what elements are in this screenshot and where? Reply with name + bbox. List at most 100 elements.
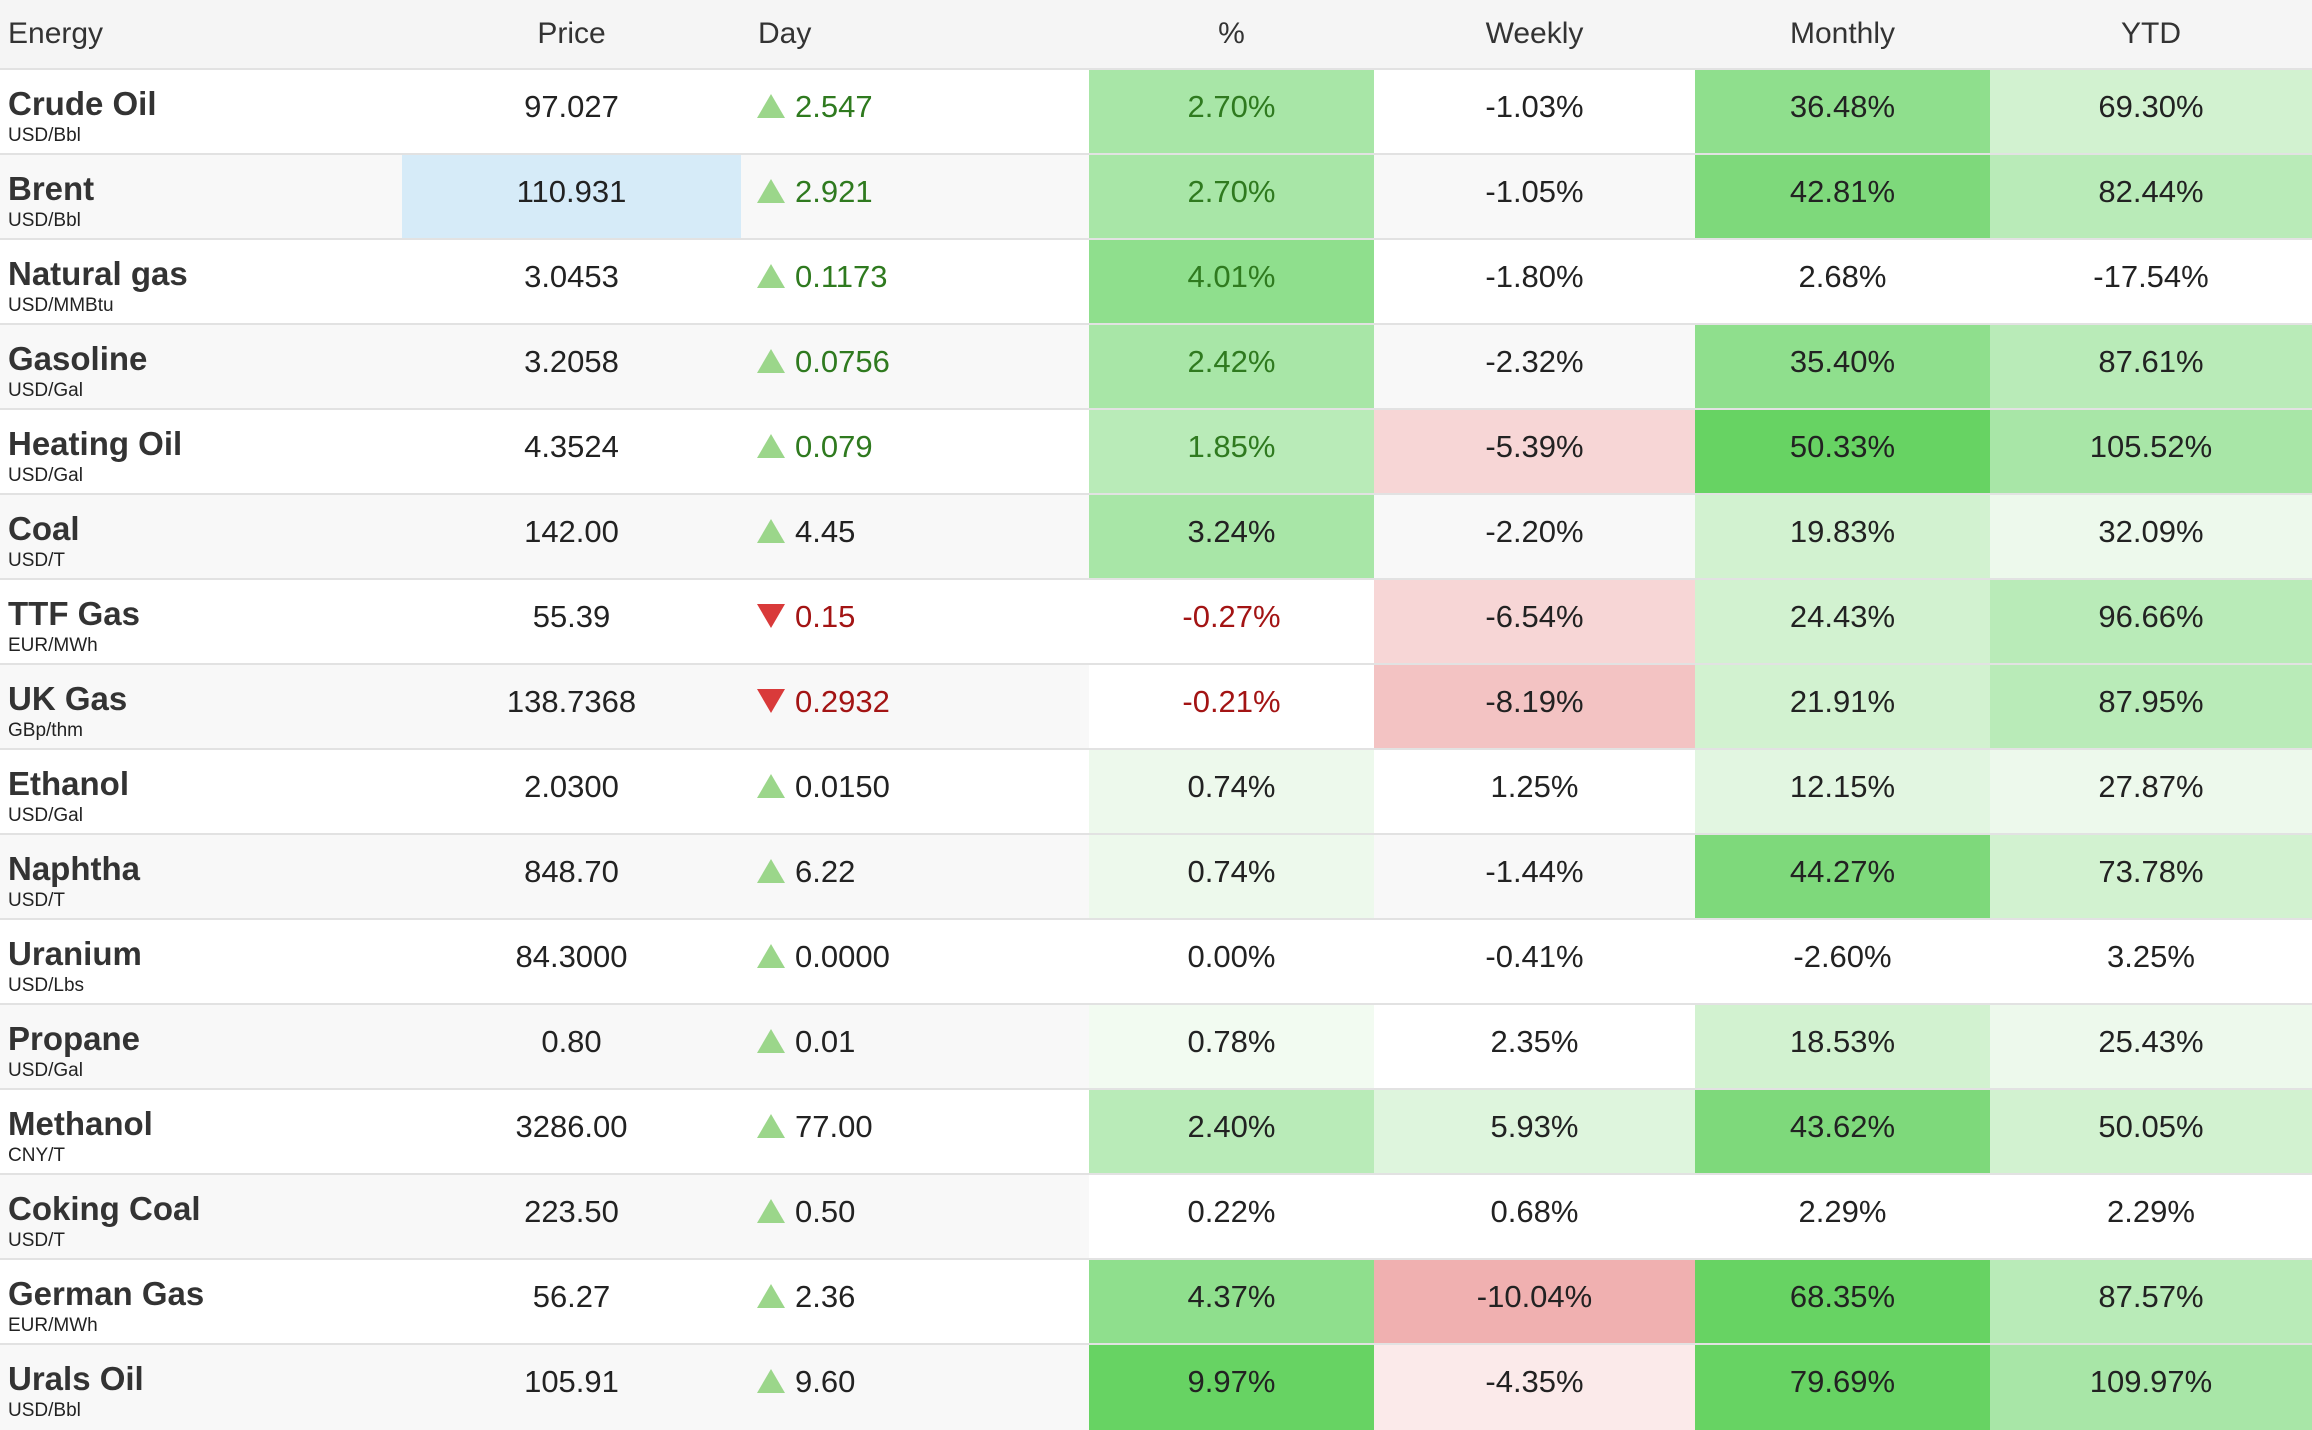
header-energy[interactable]: Energy bbox=[8, 17, 104, 50]
percent-change-cell: 3.24% bbox=[1089, 495, 1374, 578]
commodity-name-cell[interactable]: Heating Oil USD/Gal bbox=[0, 410, 402, 493]
ytd-change-cell: 82.44% bbox=[1990, 155, 2312, 238]
header-percent[interactable]: % bbox=[1218, 17, 1245, 50]
price-value: 3286.00 bbox=[515, 1109, 628, 1144]
commodity-name[interactable]: Uranium bbox=[8, 935, 142, 972]
commodity-name-cell[interactable]: Propane USD/Gal bbox=[0, 1005, 402, 1088]
commodity-name[interactable]: Methanol bbox=[8, 1105, 153, 1142]
commodity-name-cell[interactable]: Methanol CNY/T bbox=[0, 1090, 402, 1173]
commodity-name[interactable]: Propane bbox=[8, 1020, 141, 1057]
weekly-change-cell: -2.20% bbox=[1374, 495, 1695, 578]
price-cell: 84.3000 bbox=[402, 920, 741, 1003]
weekly-change-value: -8.19% bbox=[1485, 684, 1584, 719]
commodity-name[interactable]: Coal bbox=[8, 510, 80, 547]
table-row[interactable]: TTF Gas EUR/MWh 55.39 0.15 -0.27% -6.54% 24.43… bbox=[0, 580, 2312, 665]
weekly-change-value: 1.25% bbox=[1490, 769, 1579, 804]
ytd-change-value: 73.78% bbox=[2098, 854, 2204, 889]
weekly-change-value: -0.41% bbox=[1485, 939, 1584, 974]
price-value: 110.931 bbox=[516, 174, 627, 209]
ytd-change-value: 69.30% bbox=[2098, 89, 2204, 124]
table-row[interactable]: Natural gas USD/MMBtu 3.0453 0.1173 4.01% -1.… bbox=[0, 240, 2312, 325]
table-row[interactable]: Ethanol USD/Gal 2.0300 0.0150 0.74% 1.25% 12.1… bbox=[0, 750, 2312, 835]
price-value: 138.7368 bbox=[506, 684, 637, 719]
monthly-change-value: 79.69% bbox=[1789, 1364, 1896, 1399]
table-row[interactable]: Brent USD/Bbl 110.931 2.921 2.70% -1.05% 42.81… bbox=[0, 155, 2312, 240]
weekly-change-value: 2.35% bbox=[1490, 1024, 1579, 1059]
ytd-change-value: 82.44% bbox=[2098, 174, 2204, 209]
commodity-name[interactable]: Natural gas bbox=[8, 255, 188, 292]
table-row[interactable]: UK Gas GBp/thm 138.7368 0.2932 -0.21% -8.19% 2… bbox=[0, 665, 2312, 750]
commodity-unit: USD/Gal bbox=[8, 380, 83, 401]
arrow-up-icon bbox=[757, 1284, 785, 1308]
commodity-name-cell[interactable]: Coal USD/T bbox=[0, 495, 402, 578]
commodity-name-cell[interactable]: Natural gas USD/MMBtu bbox=[0, 240, 402, 323]
monthly-change-value: 68.35% bbox=[1789, 1279, 1896, 1314]
table-row[interactable]: Uranium USD/Lbs 84.3000 0.0000 0.00% -0.41% -2… bbox=[0, 920, 2312, 1005]
table-row[interactable]: Crude Oil USD/Bbl 97.027 2.547 2.70% -1.03% 36… bbox=[0, 70, 2312, 155]
monthly-change-cell: 19.83% bbox=[1695, 495, 1990, 578]
percent-change-value: 0.78% bbox=[1187, 1024, 1276, 1059]
weekly-change-cell: -0.41% bbox=[1374, 920, 1695, 1003]
commodity-name-cell[interactable]: Crude Oil USD/Bbl bbox=[0, 70, 402, 153]
weekly-change-cell: -1.44% bbox=[1374, 835, 1695, 918]
commodity-unit: USD/T bbox=[8, 890, 65, 911]
percent-change-value: 1.85% bbox=[1187, 429, 1276, 464]
header-price[interactable]: Price bbox=[537, 17, 606, 50]
table-row[interactable]: Naphtha USD/T 848.70 6.22 0.74% -1.44% 44.27% 7… bbox=[0, 835, 2312, 920]
commodity-name-cell[interactable]: TTF Gas EUR/MWh bbox=[0, 580, 402, 663]
arrow-up-icon bbox=[757, 859, 785, 883]
ytd-change-value: 27.87% bbox=[2098, 769, 2204, 804]
weekly-change-value: -2.32% bbox=[1485, 344, 1584, 379]
ytd-change-value: 87.61% bbox=[2098, 344, 2204, 379]
header-monthly[interactable]: Monthly bbox=[1789, 17, 1896, 50]
commodity-name-cell[interactable]: Uranium USD/Lbs bbox=[0, 920, 402, 1003]
commodity-name[interactable]: Ethanol bbox=[8, 765, 129, 802]
commodity-name-cell[interactable]: Brent USD/Bbl bbox=[0, 155, 402, 238]
commodity-name[interactable]: Naphtha bbox=[8, 850, 140, 887]
percent-change-cell: 0.78% bbox=[1089, 1005, 1374, 1088]
arrow-up-icon bbox=[757, 1199, 785, 1223]
ytd-change-value: 105.52% bbox=[2089, 429, 2213, 464]
table-row[interactable]: Coking Coal USD/T 223.50 0.50 0.22% 0.68% 2.29… bbox=[0, 1175, 2312, 1260]
table-row[interactable]: Gasoline USD/Gal 3.2058 0.0756 2.42% -2.32% 35… bbox=[0, 325, 2312, 410]
table-row[interactable]: Methanol CNY/T 3286.00 77.00 2.40% 5.93% 43.62… bbox=[0, 1090, 2312, 1175]
commodity-name[interactable]: TTF Gas bbox=[8, 595, 141, 632]
commodity-name[interactable]: Urals Oil bbox=[8, 1360, 144, 1397]
monthly-change-value: 12.15% bbox=[1789, 769, 1896, 804]
commodity-name-cell[interactable]: Ethanol USD/Gal bbox=[0, 750, 402, 833]
header-ytd[interactable]: YTD bbox=[2121, 17, 2181, 50]
commodity-name[interactable]: Brent bbox=[8, 170, 95, 207]
table-row[interactable]: German Gas EUR/MWh 56.27 2.36 4.37% -10.04% 68… bbox=[0, 1260, 2312, 1345]
commodity-name-cell[interactable]: UK Gas GBp/thm bbox=[0, 665, 402, 748]
day-change-cell: 0.15 bbox=[741, 580, 1089, 663]
day-change-cell: 2.36 bbox=[741, 1260, 1089, 1343]
commodity-name-cell[interactable]: German Gas EUR/MWh bbox=[0, 1260, 402, 1343]
table-row[interactable]: Urals Oil USD/Bbl 105.91 9.60 9.97% -4.35% 79.… bbox=[0, 1345, 2312, 1430]
table-row[interactable]: Propane USD/Gal 0.80 0.01 0.78% 2.35% 18.53% 25… bbox=[0, 1005, 2312, 1090]
price-cell: 105.91 bbox=[402, 1345, 741, 1430]
commodity-name[interactable]: Crude Oil bbox=[8, 85, 157, 122]
weekly-change-value: -1.80% bbox=[1485, 259, 1584, 294]
commodity-name[interactable]: UK Gas bbox=[8, 680, 128, 717]
table-row[interactable]: Heating Oil USD/Gal 4.3524 0.079 1.85% -5.39%… bbox=[0, 410, 2312, 495]
header-day[interactable]: Day bbox=[758, 17, 812, 50]
ytd-change-value: 50.05% bbox=[2098, 1109, 2204, 1144]
commodity-name[interactable]: Heating Oil bbox=[8, 425, 183, 462]
monthly-change-value: 24.43% bbox=[1789, 599, 1896, 634]
ytd-change-value: 32.09% bbox=[2098, 514, 2204, 549]
price-cell: 848.70 bbox=[402, 835, 741, 918]
commodity-name-cell[interactable]: Coking Coal USD/T bbox=[0, 1175, 402, 1258]
table-row[interactable]: Coal USD/T 142.00 4.45 3.24% -2.20% 19.83% 32.0… bbox=[0, 495, 2312, 580]
percent-change-cell: 2.70% bbox=[1089, 155, 1374, 238]
commodity-name-cell[interactable]: Urals Oil USD/Bbl bbox=[0, 1345, 402, 1430]
commodity-name[interactable]: German Gas bbox=[8, 1275, 205, 1312]
header-weekly[interactable]: Weekly bbox=[1485, 17, 1584, 50]
commodity-name[interactable]: Gasoline bbox=[8, 340, 148, 377]
day-change-cell: 0.079 bbox=[741, 410, 1089, 493]
commodity-name-cell[interactable]: Naphtha USD/T bbox=[0, 835, 402, 918]
percent-change-value: 4.01% bbox=[1187, 259, 1276, 294]
day-change-value: 0.50 bbox=[795, 1194, 856, 1229]
commodity-name-cell[interactable]: Gasoline USD/Gal bbox=[0, 325, 402, 408]
price-cell: 4.3524 bbox=[402, 410, 741, 493]
commodity-name[interactable]: Coking Coal bbox=[8, 1190, 201, 1227]
